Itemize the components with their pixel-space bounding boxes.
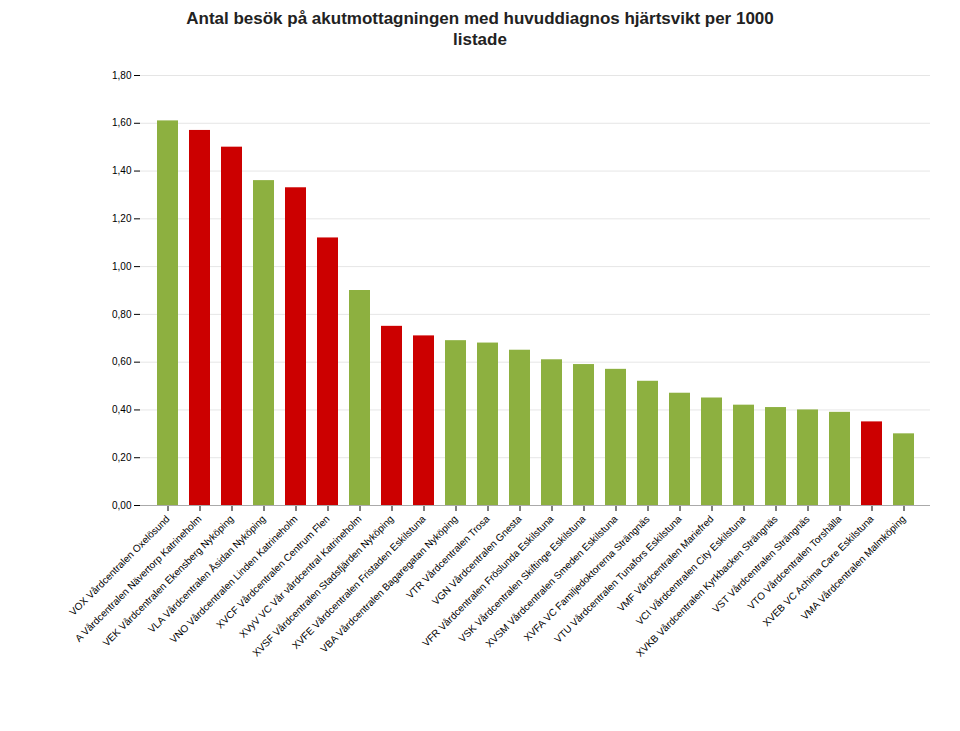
svg-text:XVEB VC Achima Care Eskilstuna: XVEB VC Achima Care Eskilstuna [761,512,876,627]
svg-text:VBA Vårdcentralen Bagaregatan: VBA Vårdcentralen Bagaregatan Nyköping [318,512,460,655]
html-text:Antal besök på akutmottagninge: Antal besök på akutmottagningen med huvu… [186,9,774,50]
svg-text:XVFE Vårdcentralen Fristaden E: XVFE Vårdcentralen Fristaden Eskilstuna [290,512,428,650]
svg-text:VST Vårdcentralen Strängnäs: VST Vårdcentralen Strängnäs [710,512,812,615]
svg-text:1,60: 1,60 [112,117,132,128]
svg-text:XVyV VC Vår vårdcentral Katrin: XVyV VC Vår vårdcentral Katrineholm [237,512,364,640]
svg-text:XVFA VC Familjedoktorerna Strä: XVFA VC Familjedoktorerna Strängnäs [522,513,652,643]
svg-text:A Vårdcentralen Nävertorp Katr: A Vårdcentralen Nävertorp Katrineholm [72,512,204,644]
svg-text:VTR Vårdcentralen Trosa: VTR Vårdcentralen Trosa [404,512,492,601]
svg-text:XVSF Vårdcentralen Stadsfjärde: XVSF Vårdcentralen Stadsfjärden Nyköping [250,513,395,658]
svg-text:1,40: 1,40 [112,165,132,176]
svg-text:1,00: 1,00 [112,260,132,271]
svg-text:1,20: 1,20 [112,213,132,224]
svg-text:VFR Vårdcentralen Fröslunda Es: VFR Vårdcentralen Fröslunda Eskilstuna [420,512,556,649]
svg-text:VCI Vårdcentralen City Eskilst: VCI Vårdcentralen City Eskilstuna [634,512,748,626]
svg-text:VSK Vårdcentralen Skiftinge Es: VSK Vårdcentralen Skiftinge Eskilstuna [456,512,588,644]
svg-text:VMF Vårdcentralen Mariefred: VMF Vårdcentralen Mariefred [615,512,716,614]
svg-text:VEK Vårdcentralen Ekensberg Ny: VEK Vårdcentralen Ekensberg Nyköping [101,513,236,648]
svg-text:VLA Vårdcentralen Åsidan Nyköp: VLA Vårdcentralen Åsidan Nyköping [145,512,267,634]
svg-text:0,40: 0,40 [112,404,132,415]
svg-text:0,20: 0,20 [112,451,132,462]
svg-text:XVCF Vårdcentralen Centrum Fle: XVCF Vårdcentralen Centrum Flen [214,513,331,630]
svg-text:VMA Vårdcentralen Malmköping: VMA Vårdcentralen Malmköping [799,513,908,622]
svg-text:0,00: 0,00 [112,499,132,510]
svg-text:XVSM Vårdcentralen Smeden Eski: XVSM Vårdcentralen Smeden Eskilstuna [483,512,620,649]
svg-text:VTU Vårdcentralen Tunafors Esk: VTU Vårdcentralen Tunafors Eskilstuna [552,512,684,645]
svg-text:1,80: 1,80 [112,69,132,80]
svg-text:VTO Vårdcentralen Torshälla: VTO Vårdcentralen Torshälla [745,512,844,611]
svg-text:0,80: 0,80 [112,308,132,319]
svg-text:VOX Vårdcentralen Oxelösund: VOX Vårdcentralen Oxelösund [67,512,172,618]
svg-text:VNO Vårdcentralen Linden Katri: VNO Vårdcentralen Linden Katrineholm [167,512,300,645]
svg-text:VGN Vårdcentralen Gnesta: VGN Vårdcentralen Gnesta [429,512,524,607]
svg-text:XVKB Vårdcentralen Kyrkbacken: XVKB Vårdcentralen Kyrkbacken Strängnäs [634,513,780,659]
svg-text:0,60: 0,60 [112,356,132,367]
